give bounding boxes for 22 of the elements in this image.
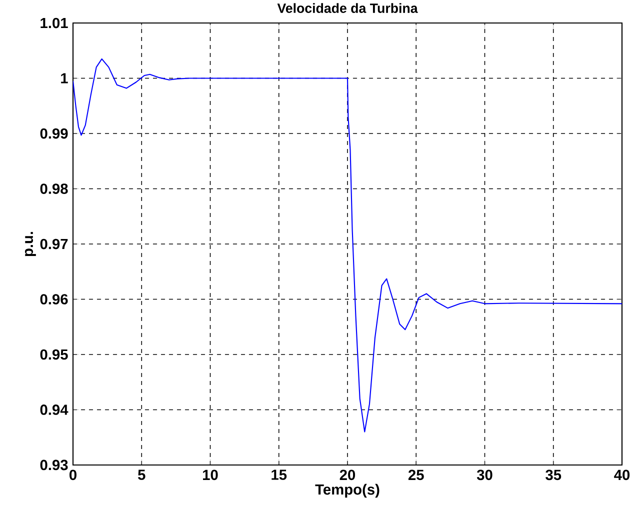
x-tick-label: 20 bbox=[340, 470, 356, 480]
x-tick-label: 35 bbox=[546, 470, 562, 480]
x-tick-label: 30 bbox=[476, 470, 492, 480]
x-tick-label: 0 bbox=[70, 470, 76, 480]
x-axis-title: Tempo(s) bbox=[315, 484, 380, 498]
y-tick-label: 0.95 bbox=[40, 349, 68, 360]
x-tick-label: 40 bbox=[614, 470, 630, 480]
y-tick-label: 0.98 bbox=[40, 184, 68, 194]
x-tick-label: 15 bbox=[272, 470, 287, 480]
x-tick-label: 10 bbox=[203, 470, 218, 480]
y-tick-label: 1.01 bbox=[40, 18, 68, 28]
y-tick-label: 0.97 bbox=[40, 238, 68, 250]
line-series bbox=[73, 58, 622, 432]
x-tick-label: 5 bbox=[138, 470, 146, 480]
y-tick-label: 0.96 bbox=[40, 294, 68, 304]
y-axis-title: p.u. bbox=[24, 232, 36, 256]
y-tick-label: 0.99 bbox=[40, 128, 68, 139]
y-tick-label: 0.93 bbox=[40, 460, 68, 470]
y-tick-label: 0.94 bbox=[40, 404, 68, 415]
x-tick-label: 25 bbox=[408, 470, 424, 480]
y-tick-label: 1 bbox=[61, 73, 68, 84]
chart-title: Velocidade da Turbina bbox=[277, 3, 418, 13]
